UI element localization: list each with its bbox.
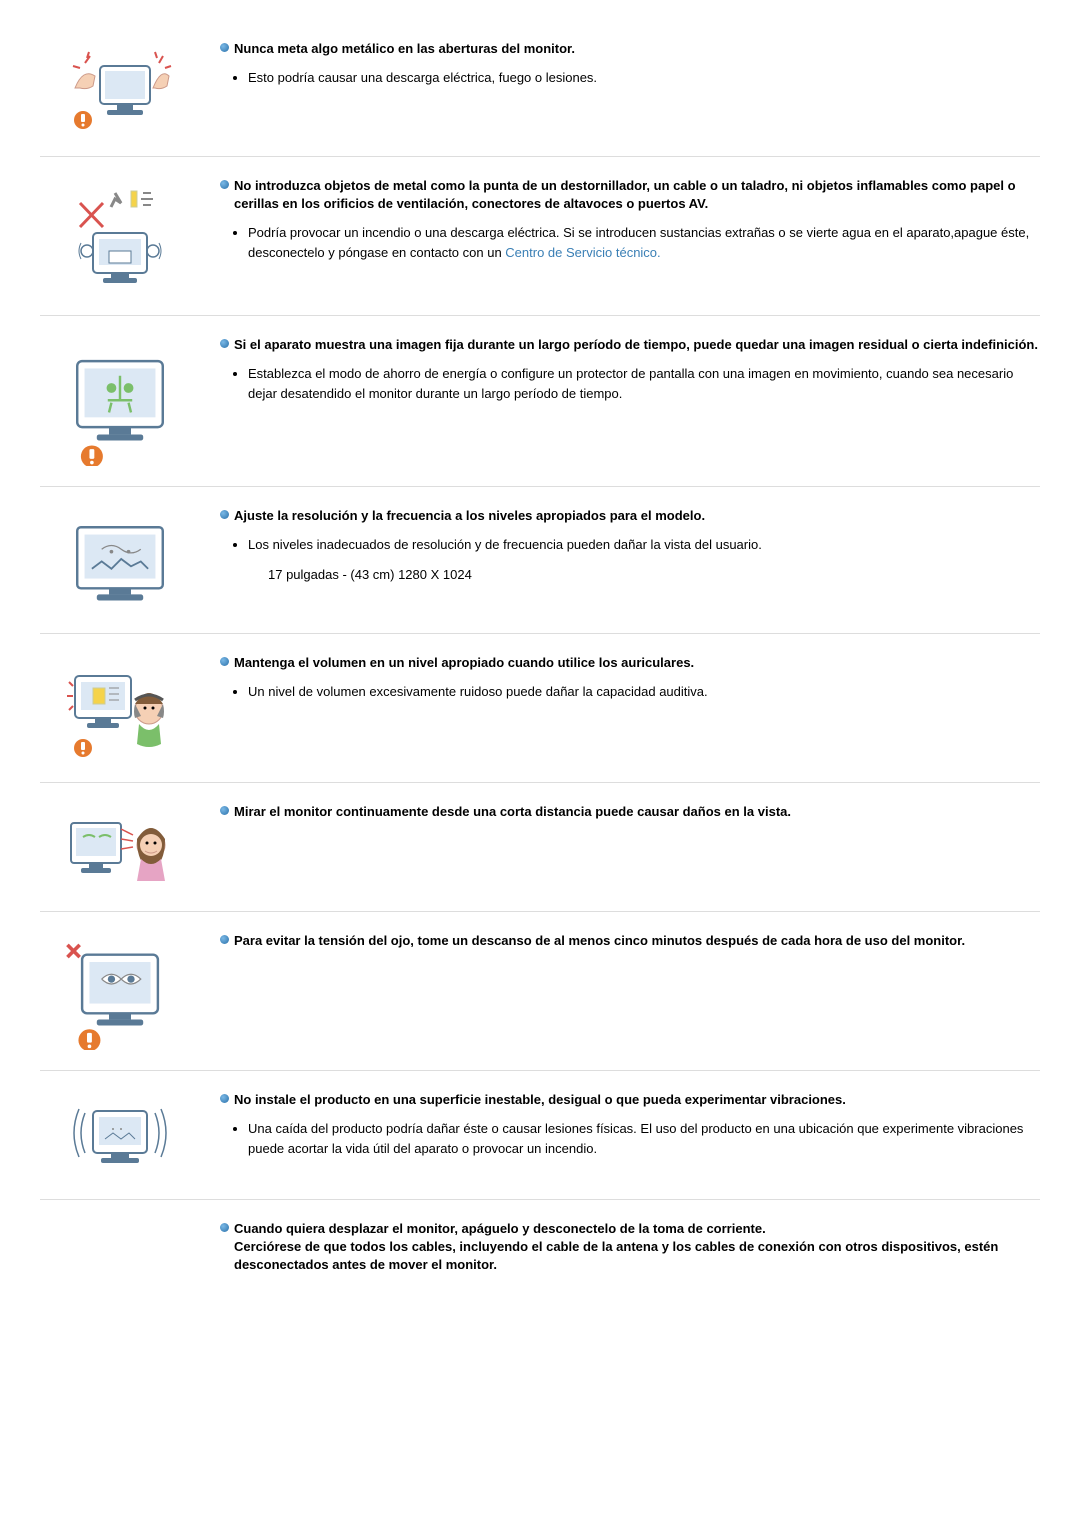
content-residual: Si el aparato muestra una imagen fija du… (200, 336, 1040, 413)
monitor-shock-icon (65, 48, 175, 136)
illustration-resolution (40, 507, 200, 613)
safety-section-insert-objects: No introduzca objetos de metal como la p… (40, 157, 1040, 316)
safety-section-metallic: Nunca meta algo metálico en las abertura… (40, 20, 1040, 157)
safety-section-resolution: Ajuste la resolución y la frecuencia a l… (40, 487, 1040, 634)
safety-section-eyestrain: Para evitar la tensión del ojo, tome un … (40, 912, 1040, 1071)
heading-insert-objects: No introduzca objetos de metal como la p… (220, 177, 1040, 213)
list-item: Los niveles inadecuados de resolución y … (248, 535, 1040, 555)
safety-section-residual: Si el aparato muestra una imagen fija du… (40, 316, 1040, 487)
body-list: Los niveles inadecuados de resolución y … (248, 535, 1040, 555)
headphones-user-icon (65, 662, 175, 762)
list-item: Una caída del producto podría dañar éste… (248, 1119, 1040, 1158)
illustration-unstable (40, 1091, 200, 1179)
bullet-icon (220, 1223, 229, 1232)
heading-text: Si el aparato muestra una imagen fija du… (234, 337, 1038, 352)
list-item: Podría provocar un incendio o una descar… (248, 223, 1040, 262)
body-list: Una caída del producto podría dañar éste… (248, 1119, 1040, 1158)
heading-resolution: Ajuste la resolución y la frecuencia a l… (220, 507, 1040, 525)
heading-metallic: Nunca meta algo metálico en las abertura… (220, 40, 1040, 58)
illustration-moving (40, 1220, 200, 1228)
monitor-eyes-icon (65, 940, 175, 1050)
heading-text: No instale el producto en una superficie… (234, 1092, 846, 1107)
list-item: Esto podría causar una descarga eléctric… (248, 68, 1040, 88)
heading-text: Para evitar la tensión del ojo, tome un … (234, 933, 965, 948)
content-distance: Mirar el monitor continuamente desde una… (200, 803, 1040, 831)
content-unstable: No instale el producto en una superficie… (200, 1091, 1040, 1168)
heading-eyestrain: Para evitar la tensión del ojo, tome un … (220, 932, 1040, 950)
monitor-vibration-icon (65, 1099, 175, 1179)
heading-text-2: Cerciórese de que todos los cables, incl… (234, 1239, 998, 1272)
list-item: Establezca el modo de ahorro de energía … (248, 364, 1040, 403)
bullet-icon (220, 806, 229, 815)
content-moving: Cuando quiera desplazar el monitor, apág… (200, 1220, 1040, 1285)
body-list: Podría provocar un incendio o una descar… (248, 223, 1040, 262)
monitor-tools-icon (65, 185, 175, 295)
heading-text: Nunca meta algo metálico en las abertura… (234, 41, 575, 56)
resolution-spec: 17 pulgadas - (43 cm) 1280 X 1024 (268, 565, 1040, 585)
content-insert-objects: No introduzca objetos de metal como la p… (200, 177, 1040, 272)
bullet-icon (220, 935, 229, 944)
illustration-residual (40, 336, 200, 466)
safety-section-distance: Mirar el monitor continuamente desde una… (40, 783, 1040, 912)
illustration-eyestrain (40, 932, 200, 1050)
bullet-icon (220, 180, 229, 189)
heading-text: No introduzca objetos de metal como la p… (234, 178, 1016, 211)
heading-text: Mantenga el volumen en un nivel apropiad… (234, 655, 694, 670)
monitor-screensaver-icon (65, 344, 175, 466)
heading-distance: Mirar el monitor continuamente desde una… (220, 803, 1040, 821)
heading-text: Cuando quiera desplazar el monitor, apág… (234, 1221, 766, 1236)
bullet-icon (220, 510, 229, 519)
heading-residual: Si el aparato muestra una imagen fija du… (220, 336, 1040, 354)
bullet-icon (220, 339, 229, 348)
heading-moving: Cuando quiera desplazar el monitor, apág… (220, 1220, 1040, 1275)
heading-unstable: No instale el producto en una superficie… (220, 1091, 1040, 1109)
bullet-icon (220, 657, 229, 666)
illustration-insert-objects (40, 177, 200, 295)
monitor-resolution-icon (65, 515, 175, 613)
bullet-icon (220, 1094, 229, 1103)
body-list: Un nivel de volumen excesivamente ruidos… (248, 682, 1040, 702)
safety-section-unstable: No instale el producto en una superficie… (40, 1071, 1040, 1200)
illustration-distance (40, 803, 200, 891)
body-list: Establezca el modo de ahorro de energía … (248, 364, 1040, 403)
safety-section-moving: Cuando quiera desplazar el monitor, apág… (40, 1200, 1040, 1305)
service-center-link[interactable]: Centro de Servicio técnico. (505, 245, 660, 260)
list-item: Un nivel de volumen excesivamente ruidos… (248, 682, 1040, 702)
illustration-volume (40, 654, 200, 762)
illustration-metallic (40, 40, 200, 136)
content-eyestrain: Para evitar la tensión del ojo, tome un … (200, 932, 1040, 960)
content-resolution: Ajuste la resolución y la frecuencia a l… (200, 507, 1040, 590)
heading-volume: Mantenga el volumen en un nivel apropiad… (220, 654, 1040, 672)
body-list: Esto podría causar una descarga eléctric… (248, 68, 1040, 88)
heading-text: Mirar el monitor continuamente desde una… (234, 804, 791, 819)
safety-section-volume: Mantenga el volumen en un nivel apropiad… (40, 634, 1040, 783)
content-metallic: Nunca meta algo metálico en las abertura… (200, 40, 1040, 98)
content-volume: Mantenga el volumen en un nivel apropiad… (200, 654, 1040, 712)
heading-text: Ajuste la resolución y la frecuencia a l… (234, 508, 705, 523)
close-view-icon (65, 811, 175, 891)
bullet-icon (220, 43, 229, 52)
